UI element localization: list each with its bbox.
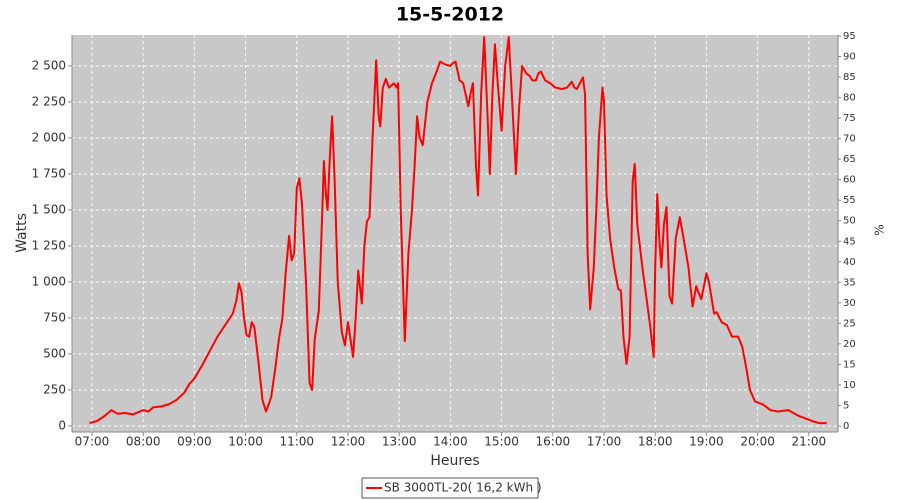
y2-tick-label: 70: [843, 134, 856, 145]
y2-tick-label: 45: [843, 236, 856, 247]
y2-tick-label: 25: [843, 318, 856, 329]
y2-tick-label: 40: [843, 257, 856, 268]
x-tick-label: 11:00: [279, 435, 314, 449]
y2-tick-label: 80: [843, 93, 856, 104]
x-tick-label: 18:00: [638, 435, 673, 449]
x-tick-label: 08:00: [126, 435, 161, 449]
y2-tick-label: 30: [843, 298, 856, 309]
y-tick-label: 750: [43, 310, 66, 324]
chart-title: 15-5-2012: [396, 4, 504, 26]
y-tick-label: 500: [43, 346, 66, 360]
y2-tick-label: 95: [843, 31, 856, 42]
x-tick-label: 09:00: [177, 435, 212, 449]
y2-tick-label: 55: [843, 195, 856, 206]
legend: [361, 477, 539, 499]
y2-tick-label: 65: [843, 154, 856, 165]
y-tick-label: 1 500: [32, 202, 66, 216]
x-tick-label: 17:00: [587, 435, 622, 449]
y2-tick-label: 90: [843, 52, 856, 63]
y2-axis-label: %: [873, 224, 887, 235]
y-tick-label: 1 250: [32, 238, 66, 252]
y2-tick-label: 5: [843, 400, 849, 411]
y-tick-label: 2 500: [32, 58, 66, 72]
x-tick-label: 20:00: [740, 435, 775, 449]
y2-tick-label: 10: [843, 380, 856, 391]
x-tick-label: 19:00: [689, 435, 724, 449]
y2-tick-label: 20: [843, 339, 856, 350]
x-axis-label: Heures: [430, 453, 479, 469]
x-tick-label: 12:00: [331, 435, 366, 449]
y2-tick-label: 85: [843, 72, 856, 83]
x-tick-label: 15:00: [484, 435, 519, 449]
legend-label: SB 3000TL-20( 16,2 kWh ): [384, 481, 542, 495]
y2-tick-label: 0: [843, 421, 849, 432]
x-tick-label: 13:00: [382, 435, 417, 449]
x-tick-label: 21:00: [792, 435, 827, 449]
y-axis-label: Watts: [14, 213, 30, 253]
y-tick-label: 1 750: [32, 166, 66, 180]
plot-area: [72, 35, 838, 432]
x-tick-label: 10:00: [228, 435, 263, 449]
x-tick-label: 16:00: [536, 435, 571, 449]
y-tick-label: 2 000: [32, 130, 66, 144]
x-tick-label: 07:00: [75, 435, 110, 449]
y2-tick-label: 50: [843, 216, 856, 227]
y-tick-label: 1 000: [32, 274, 66, 288]
y-tick-label: 0: [58, 418, 66, 432]
y2-tick-label: 75: [843, 113, 856, 124]
y-tick-label: 250: [43, 382, 66, 396]
y-tick-label: 2 250: [32, 94, 66, 108]
x-tick-label: 14:00: [433, 435, 468, 449]
y2-tick-label: 60: [843, 175, 856, 186]
data-line: [89, 36, 827, 425]
y2-tick-label: 15: [843, 359, 856, 370]
y2-tick-label: 35: [843, 277, 856, 288]
